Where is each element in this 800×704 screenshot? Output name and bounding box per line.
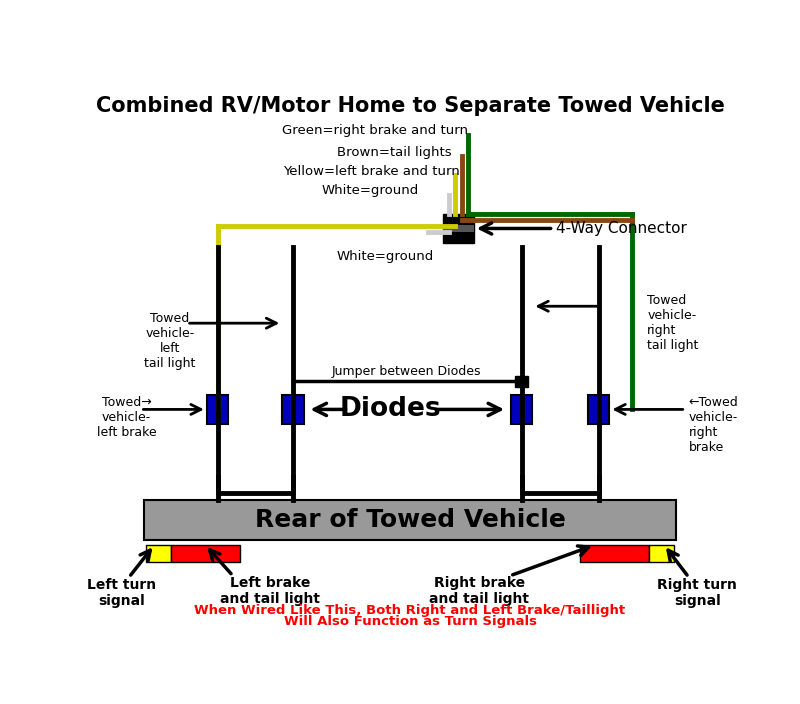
Text: Right brake
and tail light: Right brake and tail light xyxy=(430,576,530,606)
Text: Towed
vehicle-
left
tail light: Towed vehicle- left tail light xyxy=(144,312,195,370)
Text: Right turn
signal: Right turn signal xyxy=(658,577,737,608)
Bar xyxy=(580,545,650,562)
Text: Green=right brake and turn: Green=right brake and turn xyxy=(282,124,468,137)
Text: Jumper between Diodes: Jumper between Diodes xyxy=(331,365,481,378)
Bar xyxy=(282,395,304,424)
Text: Rear of Towed Vehicle: Rear of Towed Vehicle xyxy=(254,508,566,532)
Bar xyxy=(443,214,474,243)
Text: Diodes: Diodes xyxy=(340,396,442,422)
Bar xyxy=(588,395,610,424)
Text: Towed
vehicle-
right
tail light: Towed vehicle- right tail light xyxy=(647,294,698,352)
Text: Will Also Function as Turn Signals: Will Also Function as Turn Signals xyxy=(283,615,537,628)
Bar xyxy=(170,545,240,562)
Text: ←Towed
vehicle-
right
brake: ←Towed vehicle- right brake xyxy=(689,396,738,453)
Text: Left turn
signal: Left turn signal xyxy=(86,577,156,608)
Text: Towed→
vehicle-
left brake: Towed→ vehicle- left brake xyxy=(97,396,157,439)
Bar xyxy=(206,395,228,424)
Text: When Wired Like This, Both Right and Left Brake/Taillight: When Wired Like This, Both Right and Lef… xyxy=(194,604,626,617)
Bar xyxy=(511,395,533,424)
Text: White=ground: White=ground xyxy=(337,251,434,263)
Text: Yellow=left brake and turn: Yellow=left brake and turn xyxy=(283,165,460,178)
Bar xyxy=(515,377,528,387)
Text: 4-Way Connector: 4-Way Connector xyxy=(481,221,687,236)
Text: White=ground: White=ground xyxy=(322,184,418,197)
Text: Brown=tail lights: Brown=tail lights xyxy=(338,146,452,158)
Text: Combined RV/Motor Home to Separate Towed Vehicle: Combined RV/Motor Home to Separate Towed… xyxy=(95,96,725,116)
Bar xyxy=(650,545,674,562)
Bar xyxy=(443,225,474,232)
Text: Left brake
and tail light: Left brake and tail light xyxy=(220,576,320,606)
Bar xyxy=(146,545,170,562)
Bar xyxy=(144,501,676,541)
